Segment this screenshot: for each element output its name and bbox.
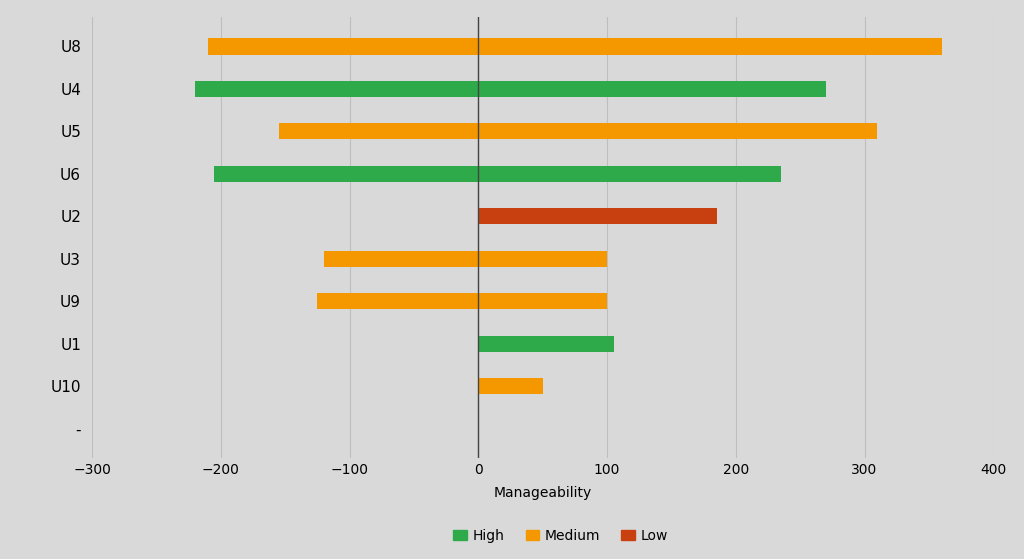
Bar: [208, 39, 942, 55]
Bar: [478, 378, 543, 394]
Legend: High, Medium, Low: High, Medium, Low: [447, 523, 674, 548]
Bar: [324, 251, 607, 267]
Bar: [279, 124, 878, 140]
Bar: [214, 166, 781, 182]
Bar: [196, 81, 826, 97]
Bar: [478, 335, 613, 352]
X-axis label: Manageability: Manageability: [494, 486, 592, 500]
Bar: [317, 293, 607, 309]
Bar: [478, 209, 717, 224]
